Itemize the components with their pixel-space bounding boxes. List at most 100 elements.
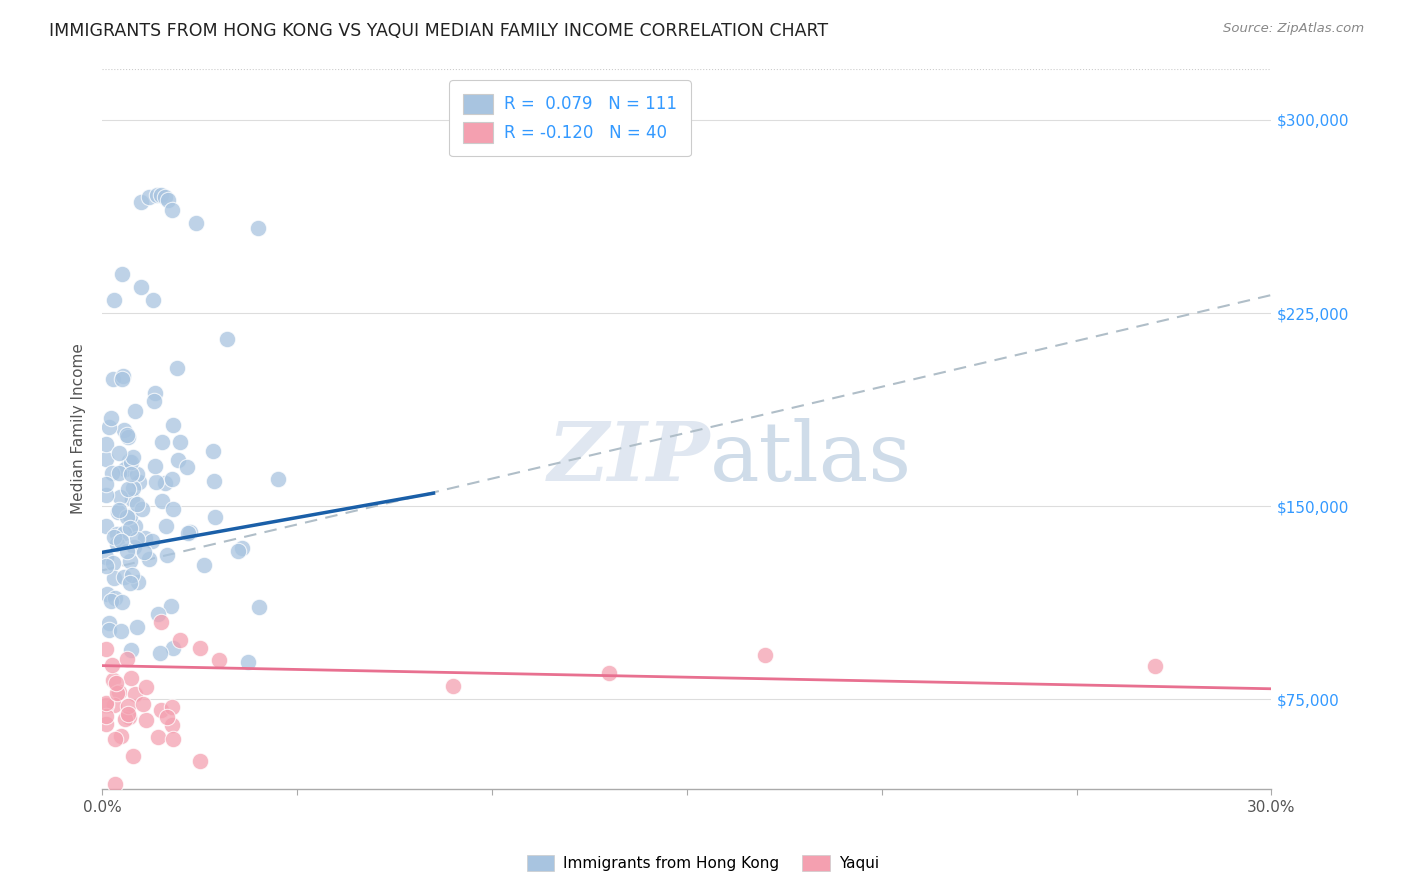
- Point: [598, 666, 620, 681]
- Point: [162, 641, 184, 656]
- Point: [145, 475, 167, 490]
- Point: [100, 411, 122, 425]
- Point: [160, 700, 183, 714]
- Point: [145, 386, 167, 401]
- Point: [121, 481, 143, 495]
- Point: [266, 472, 288, 486]
- Point: [105, 537, 128, 551]
- Point: [167, 452, 190, 467]
- Point: [105, 527, 128, 541]
- Point: [94, 437, 117, 451]
- Point: [177, 525, 200, 540]
- Point: [122, 540, 145, 554]
- Point: [202, 474, 225, 488]
- Text: ZIP: ZIP: [547, 417, 710, 498]
- Point: [141, 534, 163, 549]
- Point: [98, 420, 121, 434]
- Point: [1143, 658, 1166, 673]
- Point: [169, 434, 191, 449]
- Point: [103, 556, 125, 570]
- Point: [117, 483, 139, 497]
- Point: [100, 593, 122, 607]
- Point: [149, 646, 172, 660]
- Point: [120, 467, 142, 482]
- Legend: R =  0.079   N = 111, R = -0.120   N = 40: R = 0.079 N = 111, R = -0.120 N = 40: [450, 80, 690, 156]
- Point: [754, 648, 776, 663]
- Point: [94, 698, 117, 712]
- Point: [179, 525, 201, 540]
- Point: [110, 624, 132, 639]
- Point: [94, 452, 117, 467]
- Point: [153, 190, 176, 204]
- Point: [135, 680, 157, 694]
- Point: [104, 777, 127, 791]
- Point: [146, 607, 169, 622]
- Point: [138, 551, 160, 566]
- Point: [117, 706, 139, 721]
- Point: [217, 332, 239, 346]
- Point: [114, 712, 136, 726]
- Point: [94, 549, 117, 564]
- Text: Source: ZipAtlas.com: Source: ZipAtlas.com: [1223, 22, 1364, 36]
- Point: [188, 754, 211, 768]
- Point: [107, 505, 129, 519]
- Point: [108, 445, 131, 459]
- Point: [169, 632, 191, 647]
- Point: [441, 679, 464, 693]
- Point: [110, 595, 132, 609]
- Point: [120, 671, 142, 685]
- Point: [112, 569, 135, 583]
- Point: [149, 703, 172, 717]
- Point: [108, 503, 131, 517]
- Point: [150, 494, 173, 508]
- Point: [103, 571, 125, 585]
- Point: [143, 459, 166, 474]
- Point: [97, 615, 120, 630]
- Point: [184, 216, 207, 230]
- Point: [108, 685, 131, 699]
- Legend: Immigrants from Hong Kong, Yaqui: Immigrants from Hong Kong, Yaqui: [520, 849, 886, 877]
- Point: [96, 587, 118, 601]
- Text: IMMIGRANTS FROM HONG KONG VS YAQUI MEDIAN FAMILY INCOME CORRELATION CHART: IMMIGRANTS FROM HONG KONG VS YAQUI MEDIA…: [49, 22, 828, 40]
- Point: [236, 655, 259, 669]
- Point: [104, 732, 127, 747]
- Point: [94, 709, 117, 723]
- Point: [101, 371, 124, 385]
- Point: [128, 475, 150, 490]
- Point: [138, 190, 160, 204]
- Point: [111, 268, 134, 282]
- Point: [125, 532, 148, 546]
- Point: [112, 423, 135, 437]
- Point: [142, 293, 165, 307]
- Point: [226, 544, 249, 558]
- Point: [118, 453, 141, 467]
- Point: [125, 620, 148, 634]
- Point: [159, 599, 181, 614]
- Point: [124, 404, 146, 418]
- Point: [146, 187, 169, 202]
- Point: [94, 641, 117, 656]
- Point: [94, 477, 117, 491]
- Point: [120, 520, 142, 534]
- Point: [111, 372, 134, 386]
- Point: [112, 526, 135, 541]
- Point: [115, 510, 138, 524]
- Point: [103, 530, 125, 544]
- Point: [94, 519, 117, 533]
- Point: [120, 642, 142, 657]
- Point: [204, 510, 226, 524]
- Point: [117, 430, 139, 444]
- Point: [129, 280, 152, 294]
- Point: [125, 497, 148, 511]
- Point: [142, 394, 165, 409]
- Point: [100, 467, 122, 481]
- Point: [134, 531, 156, 545]
- Point: [149, 187, 172, 202]
- Point: [103, 698, 125, 713]
- Point: [94, 559, 117, 574]
- Point: [125, 467, 148, 481]
- Point: [101, 673, 124, 688]
- Point: [104, 591, 127, 605]
- Point: [155, 519, 177, 533]
- Point: [160, 717, 183, 731]
